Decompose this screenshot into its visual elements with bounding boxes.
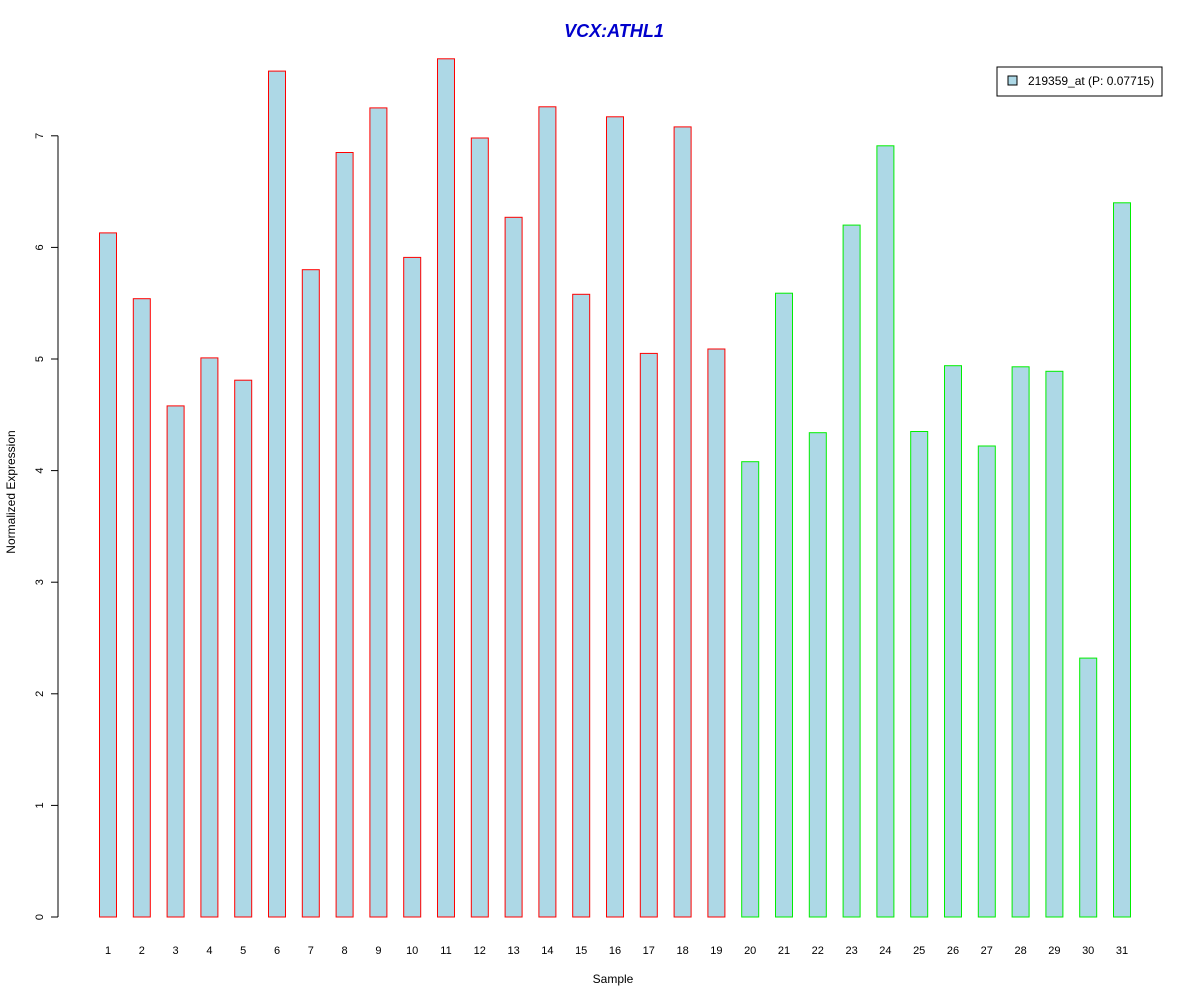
- x-tick-label: 4: [206, 945, 212, 957]
- x-tick-label: 7: [308, 945, 314, 957]
- bar: [369, 107, 388, 918]
- x-axis-label: Sample: [593, 972, 634, 986]
- y-tick-label: 0: [34, 914, 46, 920]
- bar: [1113, 202, 1131, 918]
- bar: [572, 293, 591, 918]
- bar: [1045, 370, 1064, 918]
- x-tick-label: 29: [1048, 945, 1060, 957]
- bar: [977, 445, 996, 918]
- bar: [200, 357, 219, 918]
- y-axis: 0 1 2 3 4 5 6 7: [34, 133, 59, 920]
- bar: [166, 405, 185, 918]
- bar: [403, 256, 422, 918]
- bar: [707, 348, 726, 918]
- y-tick-label: 7: [34, 133, 46, 139]
- bar: [437, 58, 455, 918]
- x-tick-label: 6: [274, 945, 280, 957]
- bar: [842, 224, 861, 918]
- x-tick-label: 14: [541, 945, 553, 957]
- bar: [1079, 657, 1098, 918]
- y-tick-label: 1: [34, 802, 46, 808]
- bar: [99, 232, 117, 918]
- x-tick-label: 12: [474, 945, 486, 957]
- bar: [673, 126, 692, 918]
- x-tick-label: 26: [947, 945, 959, 957]
- bar: [944, 365, 962, 918]
- bar: [639, 352, 658, 918]
- x-tick-label: 22: [812, 945, 824, 957]
- bar: [808, 432, 827, 918]
- x-tick-labels: 1 2 3 4 5 6 7 8 9 10 11 12 13 14 15 16 17 18 19 20 21 22 23 24 2…: [105, 945, 1128, 957]
- bar: [301, 269, 320, 918]
- x-tick-label: 1: [105, 945, 111, 957]
- bar: [234, 379, 253, 918]
- y-tick-label: 5: [34, 356, 46, 362]
- y-tick-label: 4: [34, 468, 46, 474]
- y-tick-label: 6: [34, 244, 46, 250]
- bar: [876, 145, 895, 918]
- bar: [1011, 366, 1030, 918]
- bar: [504, 216, 523, 918]
- bar: [335, 152, 354, 918]
- chart-title: VCX:ATHL1: [564, 21, 664, 41]
- bar: [538, 106, 557, 918]
- x-tick-label: 5: [240, 945, 246, 957]
- x-tick-label: 24: [879, 945, 891, 957]
- bar: [132, 298, 151, 918]
- bar: [606, 116, 624, 918]
- x-tick-label: 31: [1116, 945, 1128, 957]
- x-tick-label: 20: [744, 945, 756, 957]
- x-tick-label: 3: [173, 945, 179, 957]
- bars-group: [99, 58, 1131, 918]
- x-tick-label: 16: [609, 945, 621, 957]
- x-tick-label: 18: [676, 945, 688, 957]
- x-tick-label: 13: [507, 945, 519, 957]
- bar: [741, 461, 760, 918]
- x-tick-label: 19: [710, 945, 722, 957]
- legend-label: 219359_at (P: 0.07715): [1028, 74, 1154, 88]
- x-tick-label: 8: [342, 945, 348, 957]
- x-tick-label: 17: [643, 945, 655, 957]
- legend-box: [996, 66, 1163, 97]
- y-axis-label: Normalized Expression: [4, 430, 18, 553]
- x-tick-label: 21: [778, 945, 790, 957]
- legend-swatch: [1007, 75, 1018, 86]
- x-tick-label: 25: [913, 945, 925, 957]
- bar: [775, 292, 793, 918]
- y-tick-label: 2: [34, 691, 46, 697]
- x-tick-label: 11: [440, 945, 451, 957]
- x-tick-label: 15: [575, 945, 587, 957]
- x-tick-label: 10: [406, 945, 418, 957]
- x-tick-label: 28: [1014, 945, 1026, 957]
- x-tick-label: 30: [1082, 945, 1094, 957]
- bar: [910, 431, 929, 918]
- x-tick-label: 23: [845, 945, 857, 957]
- bar: [268, 70, 286, 918]
- bar: [470, 137, 489, 918]
- x-tick-label: 27: [981, 945, 993, 957]
- x-tick-label: 2: [139, 945, 145, 957]
- legend: 219359_at (P: 0.07715): [996, 66, 1163, 97]
- x-tick-label: 9: [375, 945, 381, 957]
- y-tick-label: 3: [34, 579, 46, 585]
